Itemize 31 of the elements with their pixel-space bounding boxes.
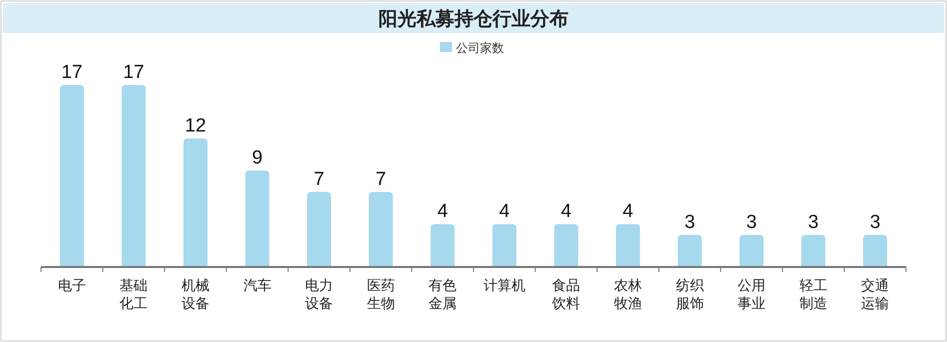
data-label: 3 bbox=[808, 212, 819, 233]
x-tick-label: 计算机 bbox=[483, 277, 526, 293]
data-label: 4 bbox=[437, 201, 448, 222]
legend-label: 公司家数 bbox=[456, 41, 504, 55]
data-label: 9 bbox=[252, 148, 263, 169]
data-label: 17 bbox=[123, 62, 144, 83]
x-tick-label: 基础化工 bbox=[120, 277, 148, 311]
data-label: 3 bbox=[684, 212, 696, 233]
x-tick-label: 电子 bbox=[58, 277, 86, 293]
x-tick-label: 交通运输 bbox=[861, 277, 890, 311]
data-label: 3 bbox=[870, 212, 880, 233]
data-label: 7 bbox=[314, 169, 324, 190]
data-label: 4 bbox=[622, 201, 634, 222]
x-tick-label: 电力设备 bbox=[305, 277, 334, 311]
data-label: 12 bbox=[184, 116, 206, 137]
title: 阳光私募持仓行业分布 bbox=[378, 9, 568, 30]
x-tick-label: 有色金属 bbox=[428, 277, 457, 311]
x-tick-label: 农林牧渔 bbox=[614, 277, 642, 311]
data-label: 17 bbox=[61, 62, 82, 83]
x-tick-label: 机械设备 bbox=[181, 277, 210, 311]
x-tick-label: 公用事业 bbox=[738, 277, 766, 311]
x-tick-label: 食品饮料 bbox=[551, 277, 580, 311]
x-tick-label: 医药生物 bbox=[366, 277, 395, 311]
data-label: 7 bbox=[376, 169, 386, 190]
x-tick-label: 纺织服饰 bbox=[676, 277, 704, 311]
data-label: 4 bbox=[560, 201, 572, 222]
legend-item: 公司家数 bbox=[440, 41, 504, 55]
data-label: 3 bbox=[746, 212, 757, 233]
data-label: 4 bbox=[499, 201, 510, 222]
x-tick-label: 汽车 bbox=[243, 277, 272, 293]
x-tick-label: 轻工制造 bbox=[799, 277, 828, 311]
